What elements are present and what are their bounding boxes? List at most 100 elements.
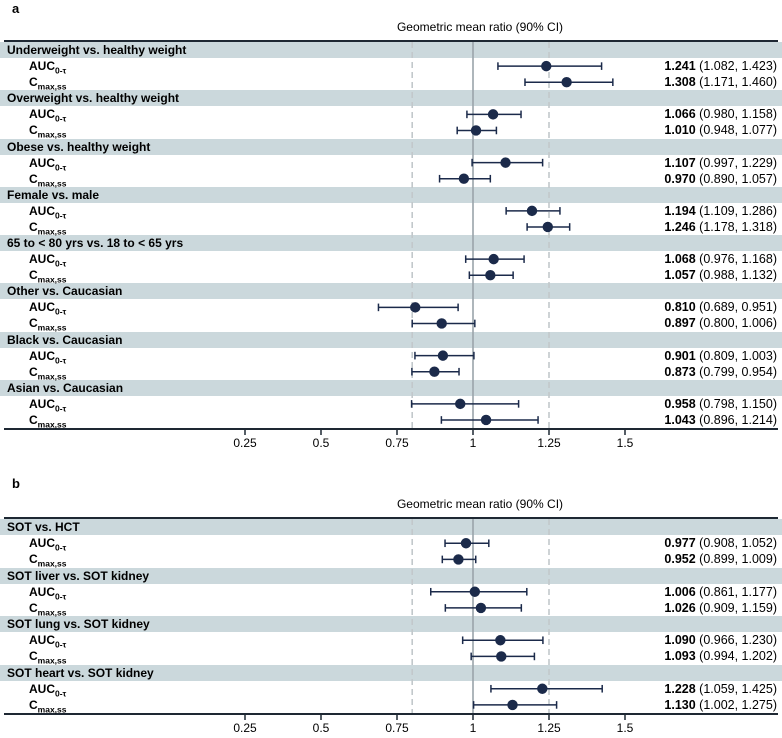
estimate-value: 0.977 (0.908, 1.052) [664, 535, 777, 551]
point-estimate-marker [429, 366, 440, 377]
group-label: Overweight vs. healthy weight [7, 91, 180, 106]
axis-tick-label: 0.25 [233, 436, 257, 450]
estimate-value: 1.043 (0.896, 1.214) [664, 412, 777, 428]
metric-label: AUC0-τ [29, 348, 67, 365]
estimate-text: 1.068 [664, 252, 696, 267]
ci-text: (1.002, 1.275) [695, 697, 777, 712]
metric-label: AUC0-τ [29, 203, 67, 221]
metric-label: AUC0-τ [29, 107, 67, 124]
ci-text: (0.997, 1.229) [695, 155, 777, 170]
estimate-value: 1.066 (0.980, 1.158) [664, 106, 777, 122]
point-estimate-marker [537, 683, 548, 694]
estimate-value: 1.068 (0.976, 1.168) [664, 251, 777, 267]
group-label: Black vs. Caucasian [7, 332, 123, 347]
metric-subscript: 0-τ [55, 161, 67, 172]
ci-text: (0.861, 1.177) [695, 584, 777, 599]
estimate-value: 1.130 (1.002, 1.275) [664, 697, 777, 713]
estimate-value: 1.107 (0.997, 1.229) [664, 155, 777, 171]
metric-subscript: 0-τ [55, 354, 67, 365]
axis-tick-label: 1 [469, 721, 477, 735]
metric-subscript: max,ss [37, 704, 67, 715]
estimate-text: 0.810 [664, 300, 696, 315]
group-label: Other vs. Caucasian [7, 284, 123, 299]
point-estimate-marker [487, 109, 499, 120]
ci-text: (0.890, 1.057) [695, 171, 777, 186]
estimate-text: 0.873 [664, 364, 696, 379]
metric-subscript: max,ss [37, 419, 67, 430]
ci-text: (0.994, 1.202) [695, 649, 777, 664]
estimate-value: 1.194 (1.109, 1.286) [664, 203, 777, 219]
metric-label: AUC0-τ [29, 155, 67, 172]
estimate-value: 1.010 (0.948, 1.077) [664, 122, 777, 138]
axis-tick-label: 0.5 [312, 436, 330, 450]
ci-text: (0.948, 1.077) [695, 123, 777, 138]
ci-text: (0.800, 1.006) [695, 316, 777, 331]
point-estimate-marker [458, 173, 470, 184]
ci-text: (1.082, 1.423) [695, 59, 777, 74]
metric-label: Cmax,ss [29, 649, 67, 666]
metric-label: AUC0-τ [29, 633, 67, 650]
group-header-row: Underweight vs. healthy weight [0, 42, 782, 59]
panel-b-label: b [12, 476, 20, 491]
point-estimate-marker [542, 221, 553, 233]
group-header-row: Asian vs. Caucasian [0, 379, 782, 396]
metric-subscript: max,ss [37, 81, 67, 92]
estimate-value: 0.873 (0.799, 0.954) [664, 364, 777, 380]
ci-text: (0.689, 0.951) [695, 300, 777, 315]
point-estimate-marker [436, 318, 447, 329]
ci-text: (0.896, 1.214) [695, 412, 777, 427]
ci-text: (1.059, 1.425) [695, 681, 777, 696]
ci-text: (0.980, 1.158) [695, 107, 777, 122]
estimate-text: 1.246 [664, 219, 696, 234]
estimate-text: 0.901 [664, 348, 696, 363]
estimate-value: 1.228 (1.059, 1.425) [664, 681, 777, 697]
metric-subscript: 0-τ [55, 403, 67, 414]
panel-b-title: Geometric mean ratio (90% CI) [396, 497, 564, 511]
metric-label: Cmax,ss [29, 697, 67, 715]
estimate-value: 1.246 (1.178, 1.318) [664, 219, 777, 235]
point-estimate-marker [495, 635, 506, 646]
metric-subscript: 0-τ [55, 113, 67, 124]
metric-subscript: 0-τ [55, 210, 67, 221]
estimate-text: 0.977 [664, 536, 696, 551]
group-label: SOT vs. HCT [7, 520, 80, 534]
group-header-row: Other vs. Caucasian [0, 283, 782, 300]
ci-text: (1.178, 1.318) [695, 219, 777, 234]
ci-text: (0.798, 1.150) [695, 396, 777, 411]
ci-text: (0.988, 1.132) [695, 268, 777, 283]
metric-subscript: 0-τ [55, 591, 67, 602]
metric-subscript: max,ss [37, 322, 67, 333]
group-header-row: Black vs. Caucasian [0, 331, 782, 348]
panel-a-label: a [12, 1, 20, 16]
axis-tick-label: 0.25 [233, 721, 257, 735]
ci-text: (0.899, 1.009) [695, 552, 777, 567]
estimate-text: 1.194 [664, 203, 696, 218]
estimate-text: 0.897 [664, 316, 696, 331]
group-label: SOT lung vs. SOT kidney [7, 617, 150, 631]
estimate-value: 1.308 (1.171, 1.460) [664, 74, 777, 90]
point-estimate-marker [541, 60, 552, 72]
estimate-text: 1.241 [664, 59, 696, 74]
group-label: 65 to < 80 yrs vs. 18 to < 65 yrs [7, 236, 184, 250]
point-estimate-marker [469, 586, 481, 597]
metric-label: AUC0-τ [29, 681, 67, 699]
metric-label: AUC0-τ [29, 59, 67, 76]
metric-subscript: max,ss [37, 607, 67, 618]
point-estimate-marker [485, 270, 496, 281]
group-label: Underweight vs. healthy weight [7, 43, 187, 57]
axis-tick-label: 1.5 [616, 721, 634, 735]
metric-label: AUC0-τ [29, 584, 67, 602]
metric-label: AUC0-τ [29, 300, 67, 317]
ci-text: (0.966, 1.230) [695, 633, 777, 648]
metric-subscript: max,ss [37, 274, 67, 285]
metric-label: AUC0-τ [29, 252, 67, 269]
estimate-value: 1.006 (0.861, 1.177) [664, 584, 777, 600]
estimate-text: 1.006 [664, 584, 696, 599]
group-header-row: SOT heart vs. SOT kidney [0, 664, 782, 681]
estimate-value: 0.952 (0.899, 1.009) [664, 551, 777, 567]
ci-text: (1.109, 1.286) [695, 203, 777, 218]
estimate-text: 0.952 [664, 552, 696, 567]
estimate-text: 1.090 [664, 633, 696, 648]
metric-label: Cmax,ss [29, 268, 67, 285]
metric-subscript: max,ss [37, 371, 67, 382]
